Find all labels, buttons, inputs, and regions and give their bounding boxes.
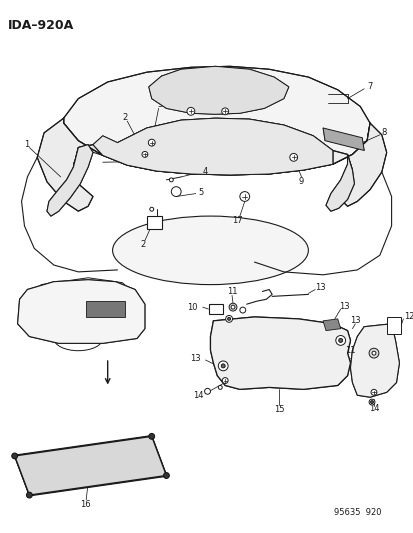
Polygon shape [37,118,102,211]
Circle shape [239,307,245,313]
Text: 13: 13 [190,353,200,362]
Polygon shape [386,317,401,334]
Text: 2: 2 [122,112,128,122]
Text: 14: 14 [214,325,224,334]
Polygon shape [64,66,369,175]
Text: 13: 13 [349,316,360,325]
Text: 5: 5 [197,188,203,197]
Circle shape [148,139,155,146]
Circle shape [218,361,228,371]
Text: IDA–920A: IDA–920A [8,19,74,33]
Polygon shape [14,437,166,495]
Circle shape [228,303,236,311]
Text: 11: 11 [226,287,237,296]
Circle shape [338,338,342,342]
Polygon shape [47,144,93,216]
Circle shape [148,433,154,439]
Text: 14: 14 [193,391,203,400]
Text: 2: 2 [140,240,145,249]
Text: 13: 13 [314,283,325,292]
Circle shape [370,390,376,395]
Ellipse shape [112,216,308,285]
Text: 95635  920: 95635 920 [334,507,381,516]
Circle shape [221,108,228,115]
Polygon shape [18,280,145,343]
Polygon shape [148,66,288,114]
Text: 14: 14 [368,405,378,414]
Polygon shape [322,319,340,330]
Circle shape [204,389,210,394]
Circle shape [221,364,225,368]
Circle shape [163,473,169,479]
Circle shape [150,207,153,211]
Circle shape [371,351,375,355]
Text: 4: 4 [202,166,208,175]
Text: 9: 9 [298,177,304,187]
Text: 16: 16 [80,500,90,510]
Circle shape [370,401,373,403]
Polygon shape [332,123,386,206]
Polygon shape [86,301,125,317]
Circle shape [239,191,249,201]
Circle shape [225,316,232,322]
Circle shape [222,377,228,383]
Circle shape [169,178,173,182]
Polygon shape [210,317,350,390]
Circle shape [230,305,235,309]
Circle shape [218,385,222,390]
Circle shape [368,399,374,405]
Circle shape [142,151,147,157]
Circle shape [171,187,180,197]
Text: 15: 15 [273,406,284,415]
Text: 8: 8 [380,128,385,138]
Circle shape [227,318,230,320]
Text: 3: 3 [229,80,234,90]
Text: 12: 12 [404,312,413,321]
Polygon shape [325,155,354,211]
Circle shape [368,348,378,358]
Polygon shape [322,128,363,150]
Circle shape [187,108,195,115]
Text: 7: 7 [366,83,372,91]
Polygon shape [93,118,332,175]
Circle shape [12,453,18,459]
Circle shape [335,335,345,345]
Text: 3: 3 [157,100,162,109]
Text: 1: 1 [24,140,29,149]
Circle shape [289,154,297,161]
Text: 10: 10 [187,303,197,312]
Text: 11: 11 [344,346,354,354]
Circle shape [26,492,32,498]
Text: 17: 17 [232,216,242,225]
Polygon shape [350,324,399,397]
Text: 13: 13 [339,302,349,311]
Polygon shape [147,216,161,229]
Polygon shape [208,304,223,314]
Text: 6: 6 [236,78,241,87]
